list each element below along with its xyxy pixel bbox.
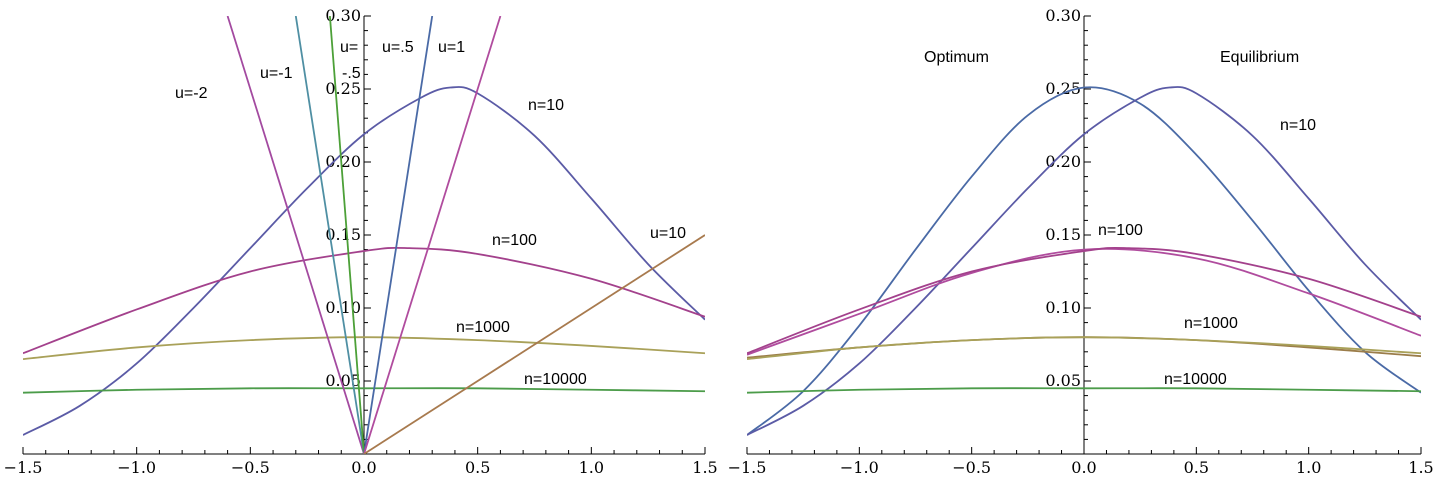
annotation-label: u=-1 [260, 65, 293, 82]
y-tick-label: 0.30 [1045, 6, 1081, 25]
x-tick-label: 0.0 [351, 458, 376, 477]
right-plot-canvas: −1.5 −1.0 −0.5 0.0 0.5 1.0 1.5 0.05 0.10 0.15 0.20… [728, 6, 1434, 477]
series-line-optimum-n-100 [747, 247, 1421, 356]
series-line-n-10 [23, 86, 705, 436]
series-line-u-5 [363, 16, 434, 454]
y-tick-label: 0.05 [1045, 371, 1081, 390]
y-tick-label: 0.15 [325, 225, 361, 244]
x-tick-label: −0.5 [231, 458, 270, 477]
annotation-label: u= [340, 39, 358, 56]
annotation-label: n=100 [1098, 222, 1143, 239]
annotation-label: Equilibrium [1220, 49, 1299, 66]
annotation-label: -.5 [342, 65, 361, 82]
annotation-label: n=10000 [1164, 371, 1227, 388]
y-tick-label: 0.10 [325, 298, 361, 317]
y-tick-label: 0.20 [1045, 152, 1081, 171]
y-tick-label: 0.30 [325, 6, 361, 25]
x-tick-label: −1.0 [840, 458, 879, 477]
annotation-label: u=10 [650, 225, 686, 242]
x-tick-label: 1.5 [692, 458, 717, 477]
series-line-equilibrium-n-100 [747, 246, 1421, 355]
annotation-label: n=10 [528, 97, 564, 114]
x-tick-label: −1.0 [117, 458, 156, 477]
annotation-label: n=1000 [456, 319, 510, 336]
x-tick-label: −1.5 [728, 458, 766, 477]
series-line-u-5 [329, 16, 365, 454]
annotation-label: Optimum [924, 49, 989, 66]
series-line-n-1000 [23, 336, 705, 360]
x-tick-label: 1.0 [579, 458, 604, 477]
y-tick-label: 0.20 [325, 152, 361, 171]
series-line-optimum-n-10 [747, 86, 1421, 436]
annotation-label: n=10000 [524, 371, 587, 388]
annotation-label: n=1000 [1184, 315, 1238, 332]
x-tick-label: 0.5 [465, 458, 490, 477]
y-tick-label: 0.10 [1045, 298, 1081, 317]
plot-area [747, 86, 1421, 436]
series-line-u-1 [363, 16, 502, 454]
x-tick-label: 0.5 [1184, 458, 1209, 477]
series-line-u-1 [294, 16, 365, 454]
series-line-n-10000 [747, 387, 1421, 394]
x-tick-label: 0.0 [1071, 458, 1096, 477]
annotation-label: n=100 [492, 232, 537, 249]
annotation-label: n=10 [1280, 117, 1316, 134]
plot-area [23, 16, 705, 454]
annotation-label: u=1 [438, 39, 465, 56]
y-tick-label: 0.15 [1045, 225, 1081, 244]
right-plot: −1.5 −1.0 −0.5 0.0 0.5 1.0 1.5 0.05 0.10 0.15 0.20… [728, 0, 1456, 489]
series-line-equilibrium-n-10 [747, 86, 1421, 436]
series-line-n-10000 [23, 387, 705, 394]
y-tick-label: 0.25 [1045, 79, 1081, 98]
annotation-label: u=.5 [382, 39, 414, 56]
left-plot-canvas: −1.5 −1.0 −0.5 0.0 0.5 1.0 1.50.050.100.150.20… [4, 6, 718, 477]
series-line-n-100 [23, 246, 705, 355]
x-tick-label: 1.5 [1408, 458, 1433, 477]
series-line-u-10 [363, 234, 705, 454]
x-tick-label: −0.5 [952, 458, 991, 477]
series-line-u-2 [226, 16, 365, 454]
annotation-label: u=-2 [175, 85, 208, 102]
series-line-equilibrium-n-1000 [747, 336, 1421, 360]
left-plot: −1.5 −1.0 −0.5 0.0 0.5 1.0 1.5 0.05 0.10 0.15 0.20… [4, 6, 718, 477]
x-tick-label: −1.5 [4, 458, 43, 477]
x-tick-label: 1.0 [1296, 458, 1321, 477]
